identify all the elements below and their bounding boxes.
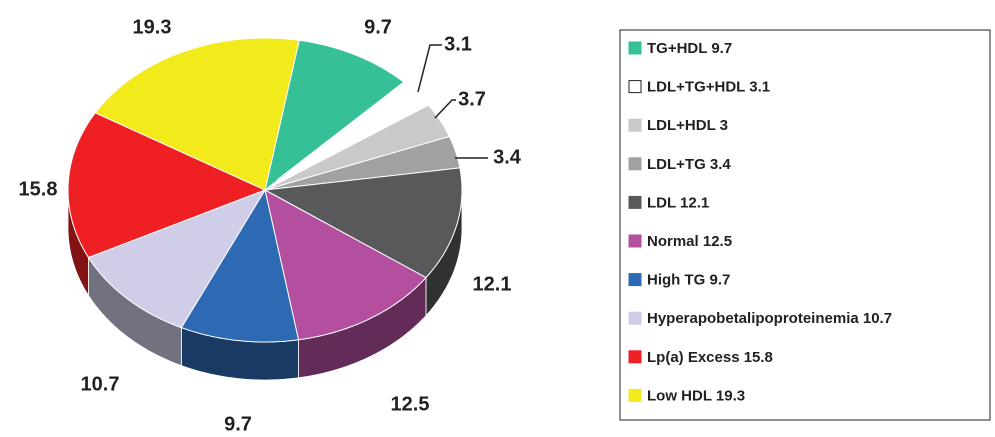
slice <box>277 71 442 181</box>
legend-swatch <box>628 234 642 248</box>
legend-label: LDL+TG+HDL 3.1 <box>647 79 770 96</box>
legend-swatch <box>628 273 642 287</box>
legend-swatch <box>628 195 642 209</box>
data-label: 10.7 <box>81 373 120 395</box>
legend-label: Hyperapobetalipoproteinemia 10.7 <box>647 310 892 327</box>
slice <box>94 37 300 191</box>
slice <box>264 104 451 191</box>
slice <box>263 167 463 279</box>
data-label: 3.4 <box>493 146 522 168</box>
data-label: 19.3 <box>133 16 172 38</box>
legend-label: LDL+TG 3.4 <box>647 156 731 173</box>
data-label: 3.7 <box>458 88 486 110</box>
data-label: 15.8 <box>19 178 58 200</box>
legend-label: Low HDL 19.3 <box>647 387 745 404</box>
leader-line <box>434 99 456 119</box>
legend-swatch <box>628 80 642 94</box>
legend-swatch <box>628 388 642 402</box>
legend-label: TG+HDL 9.7 <box>647 40 732 57</box>
legend-label: High TG 9.7 <box>647 272 730 289</box>
legend-swatch <box>628 157 642 171</box>
data-label: 9.7 <box>364 16 392 38</box>
slice <box>180 188 300 343</box>
slice <box>264 189 427 341</box>
data-label: 12.5 <box>391 393 430 415</box>
slice <box>264 135 461 191</box>
data-label: 9.7 <box>224 413 252 435</box>
legend-box <box>619 29 991 421</box>
legend-swatch <box>628 41 642 55</box>
leader-line <box>417 44 442 93</box>
legend-label: Normal 12.5 <box>647 233 732 250</box>
legend-swatch <box>628 118 642 132</box>
legend-label: LDL+HDL 3 <box>647 117 728 134</box>
slice <box>67 112 267 259</box>
legend-label: LDL 12.1 <box>647 194 709 211</box>
data-label: 12.1 <box>473 273 512 295</box>
slice <box>87 189 267 329</box>
legend-swatch <box>628 350 642 364</box>
slice <box>264 39 405 192</box>
data-label: 3.1 <box>444 33 472 55</box>
legend-swatch <box>628 311 642 325</box>
legend-label: Lp(a) Excess 15.8 <box>647 349 773 366</box>
